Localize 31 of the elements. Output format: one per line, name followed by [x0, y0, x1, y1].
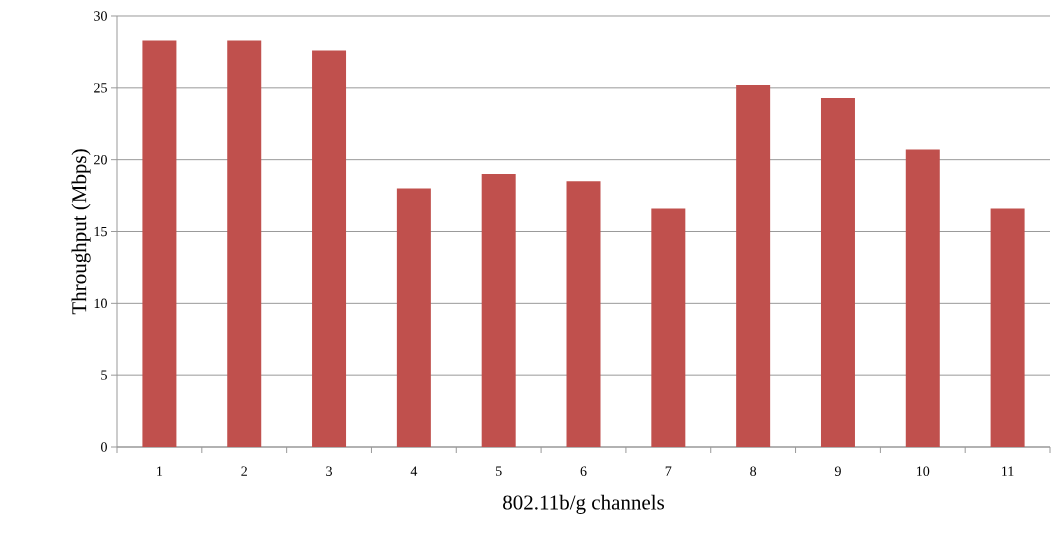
bar [312, 50, 347, 447]
y-tick-label: 30 [94, 11, 107, 21]
bar [566, 181, 601, 447]
x-tick-label: 8 [750, 466, 757, 476]
bar [227, 40, 262, 447]
bar [990, 208, 1025, 447]
x-tick-label: 3 [326, 466, 332, 476]
y-tick-label: 5 [101, 370, 107, 380]
x-tick-label: 6 [580, 466, 587, 476]
x-tick-label: 11 [1002, 466, 1014, 476]
bar [396, 188, 431, 447]
x-tick-label: 5 [496, 466, 502, 476]
x-tick-label: 9 [834, 466, 841, 476]
x-tick-label: 10 [917, 466, 930, 476]
x-axis-title: 802.11b/g channels [503, 494, 664, 514]
y-tick-label: 0 [101, 442, 107, 452]
bar [820, 97, 855, 447]
x-tick-label: 1 [157, 466, 163, 476]
bar [481, 174, 516, 447]
bar [142, 40, 177, 447]
x-tick-label: 4 [410, 466, 418, 476]
x-tick-label: 7 [665, 466, 672, 476]
y-axis-title: Throughput (Mbps) [71, 149, 91, 315]
bar [651, 208, 686, 447]
bar [736, 84, 771, 447]
y-tick-label: 15 [94, 226, 107, 237]
y-tick-label: 20 [94, 154, 107, 165]
x-tick-label: 2 [241, 466, 247, 476]
bar [905, 149, 940, 447]
y-tick-label: 10 [94, 298, 107, 309]
y-tick-label: 25 [94, 83, 107, 93]
